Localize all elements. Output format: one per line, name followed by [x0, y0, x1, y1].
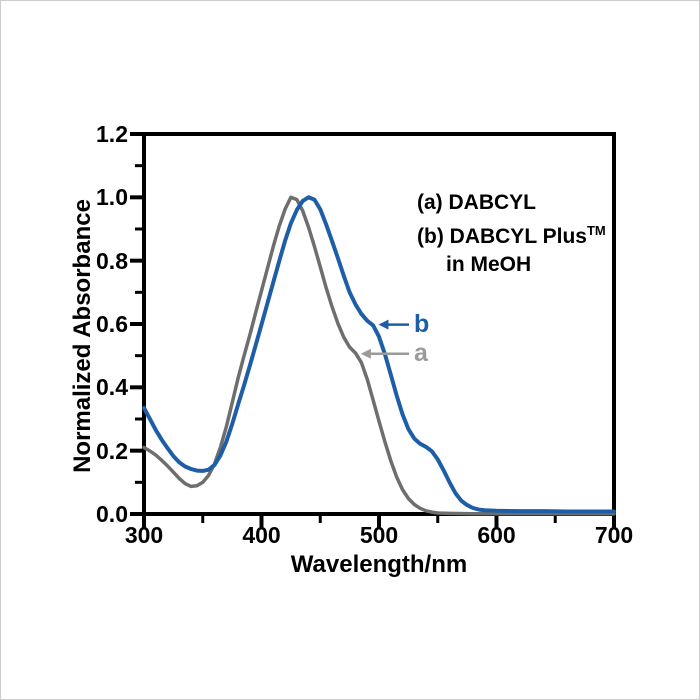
x-axis-title: Wavelength/nm [290, 551, 468, 578]
curve-b [142, 195, 616, 514]
x-tick-label: 300 [124, 522, 164, 548]
legend: (a) DABCYL (b) DABCYL PlusTM in MeOH [417, 189, 606, 279]
legend-line-b: (b) DABCYL PlusTM [417, 217, 606, 251]
curve-b-label: b [414, 309, 430, 338]
x-tick-label: 600 [477, 522, 516, 548]
legend-label-b: (b) DABCYL Plus [417, 225, 587, 248]
y-tick-label: 0.2 [96, 437, 128, 464]
arrow-head-b [378, 319, 389, 330]
legend-line-solvent: in MeOH [446, 253, 532, 276]
x-tick-label: 400 [242, 522, 281, 548]
x-tick-label: 500 [359, 522, 399, 548]
axis-ticks [130, 132, 616, 528]
legend-label-a: (a) DABCYL [417, 191, 536, 214]
curve-a-label: a [414, 338, 428, 367]
curve-a [142, 195, 616, 516]
arrow-head-a [360, 348, 371, 359]
y-tick-label: 0.8 [96, 247, 128, 274]
y-tick-label: 0.0 [96, 501, 128, 527]
plot-frame [142, 132, 616, 516]
legend-line-a: (a) DABCYL [417, 189, 606, 217]
y-tick-label: 1.2 [96, 121, 128, 147]
trademark-superscript: TM [586, 223, 606, 238]
y-tick-label: 1.0 [96, 184, 128, 211]
y-axis-title: Normalized Absorbance [69, 199, 96, 473]
y-tick-label: 0.4 [96, 374, 128, 401]
annotation-arrows [360, 319, 409, 359]
spectra-curves [142, 195, 616, 516]
y-tick-label: 0.6 [96, 311, 128, 337]
x-tick-label: 700 [594, 522, 634, 548]
